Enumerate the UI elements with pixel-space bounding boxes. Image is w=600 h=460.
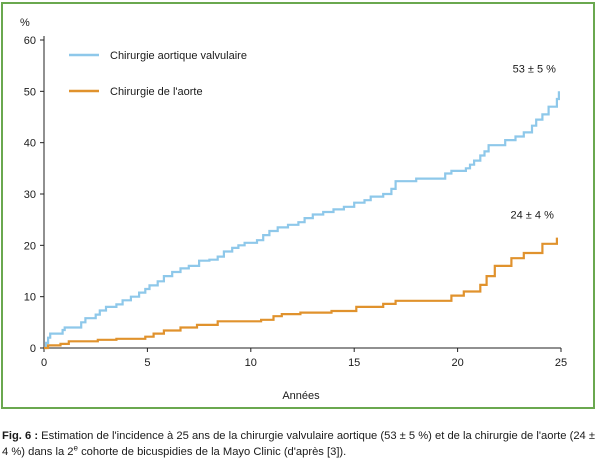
y-tick-label: 20 [24,240,36,252]
series-group: 53 ± 5 % 24 ± 4 % [44,63,560,350]
y-tick-label: 30 [24,189,36,201]
legend-label-1: Chirurgie aortique valvulaire [110,50,247,62]
figure-caption: Fig. 6 : Estimation de l'incidence à 25 … [2,428,598,460]
y-tick-label: 40 [24,138,36,150]
x-tick-label: 15 [348,357,360,369]
chart: % 0 10 20 30 40 50 60 0 5 10 15 20 25 53 ± 5 % 24 ± 4… [20,17,567,402]
x-tick-label: 5 [144,357,150,369]
series-line-1 [44,91,560,350]
end-label-series-1: 53 ± 5 % [513,63,557,75]
caption-text-end: cohorte de bicuspidies de la Mayo Clinic… [77,446,347,458]
y-tick-label: 60 [24,35,36,47]
legend: Chirurgie aortique valvulaire Chirurgie d… [69,50,247,98]
end-label-series-2: 24 ± 4 % [511,210,555,222]
x-tick-label: 20 [451,357,463,369]
x-tick-label: 25 [555,357,567,369]
y-tick-label: 10 [24,292,36,304]
caption-superscript: e [73,443,78,453]
x-axis-label: Années [282,390,320,402]
caption-text: Estimation de l'incidence à 25 ans de la… [2,430,596,458]
y-tick-label: 50 [24,86,36,98]
y-axis-label: % [20,17,30,29]
series-line-2 [44,237,558,350]
x-tick-label: 10 [245,357,257,369]
caption-prefix: Fig. 6 : [2,430,39,442]
x-tick-label: 0 [41,357,47,369]
figure-frame: % 0 10 20 30 40 50 60 0 5 10 15 20 25 53 ± 5 % 24 ± 4… [1,2,595,409]
y-tick-label: 0 [30,343,36,355]
legend-label-2: Chirurgie de l'aorte [110,86,203,98]
axes: 0 10 20 30 40 50 60 0 5 10 15 20 25 [24,35,567,369]
